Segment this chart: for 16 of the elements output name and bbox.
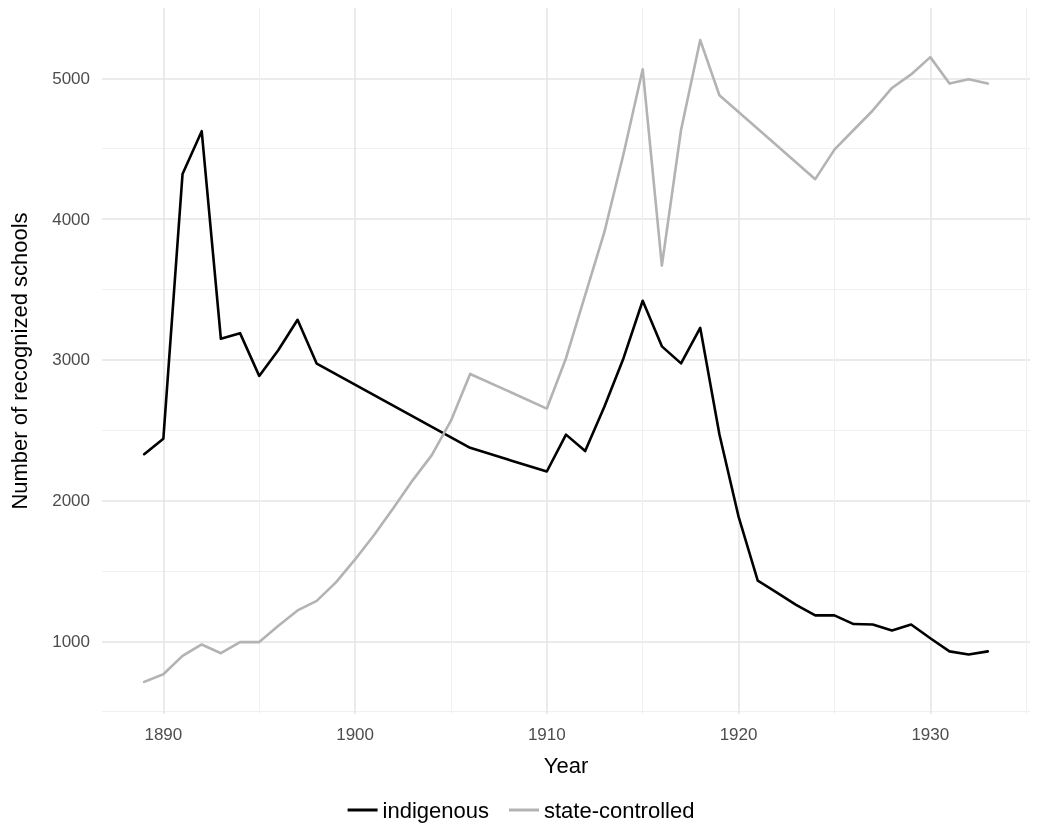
y-axis-title: Number of recognized schools [6, 212, 32, 510]
x-axis-title: Year [543, 752, 589, 778]
x-tick-label: 1920 [719, 725, 758, 744]
x-tick-label: 1910 [527, 725, 566, 744]
y-tick-label: 4000 [52, 209, 90, 229]
line-series [142, 38, 990, 684]
y-tick-label: 1000 [52, 631, 90, 651]
x-tick-label: 1930 [911, 725, 950, 744]
y-tick-label: 3000 [52, 350, 90, 370]
y-tick-label: 5000 [52, 68, 90, 88]
x-tick-label: 1890 [144, 725, 183, 744]
line-series [142, 129, 990, 656]
x-tick-label: 1900 [336, 725, 374, 744]
y-tick-label: 2000 [52, 491, 90, 511]
legend-label: indigenous [382, 797, 490, 823]
legend-label: state-controlled [544, 797, 695, 823]
